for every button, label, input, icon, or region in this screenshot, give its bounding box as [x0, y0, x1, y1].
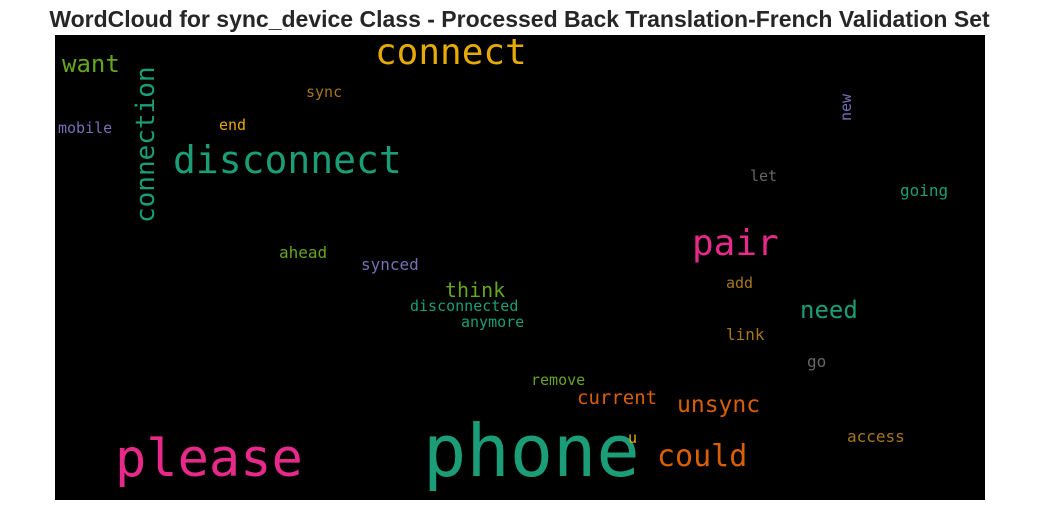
word-connect: connect: [375, 35, 527, 71]
word-need: need: [800, 298, 858, 322]
word-going: going: [900, 183, 948, 199]
word-ahead: ahead: [279, 245, 327, 261]
word-synced: synced: [361, 257, 419, 273]
word-end: end: [219, 118, 246, 133]
word-anymore: anymore: [461, 315, 524, 330]
word-current: current: [577, 389, 657, 408]
word-new: new: [839, 94, 854, 121]
word-please: please: [115, 433, 303, 485]
word-phone: phone: [423, 415, 640, 487]
word-remove: remove: [531, 373, 585, 388]
word-go: go: [807, 354, 826, 370]
word-want: want: [62, 52, 120, 76]
word-unsync: unsync: [677, 394, 760, 417]
word-mobile: mobile: [58, 121, 112, 136]
word-sync: sync: [306, 85, 342, 100]
word-connection: connection: [133, 66, 159, 223]
word-let: let: [750, 169, 777, 184]
word-access: access: [847, 429, 905, 445]
word-disconnect: disconnect: [173, 141, 402, 179]
wordcloud-canvas: phone please connect disconnect pair could con…: [55, 35, 985, 500]
word-u: u: [628, 431, 637, 446]
word-could: could: [657, 442, 747, 472]
word-add: add: [726, 276, 753, 291]
word-disconnected: disconnected: [410, 299, 518, 314]
word-link: link: [726, 327, 765, 343]
chart-title: WordCloud for sync_device Class - Proces…: [0, 6, 1039, 33]
word-pair: pair: [692, 226, 779, 262]
